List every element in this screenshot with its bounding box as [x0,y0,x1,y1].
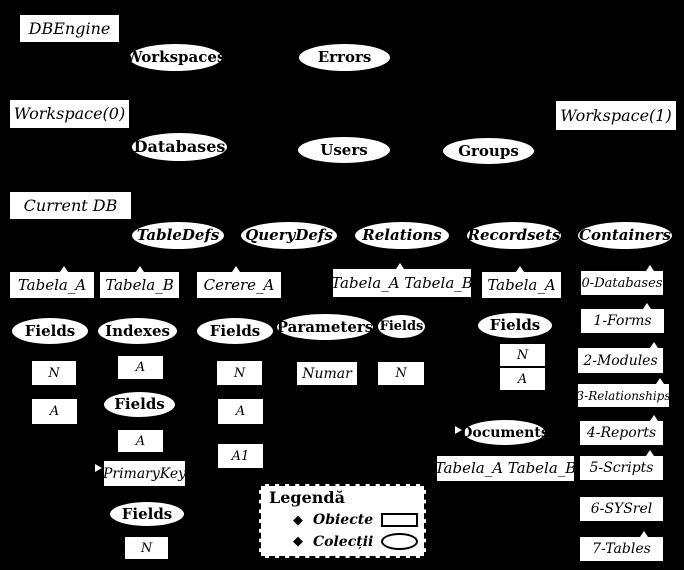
node-a1_ca: A1 [218,444,263,468]
node-c0: 0-Databases [581,271,663,295]
node-cerere_a: Cerere_A [197,272,281,298]
node-c3: 3-Relationships [577,384,671,407]
legend-title: Legendă [269,488,345,507]
node-a_ca: A [218,399,263,424]
node-tabela_ab_rs: Tabela_A Tabela_B [435,456,576,481]
arrowhead-icon [60,266,68,272]
node-pk: PrimaryKey [103,461,186,486]
node-fields_ca: Fields [197,318,273,344]
node-fields_rel: Fields [378,315,425,338]
arrowhead-icon [396,263,404,269]
node-recordsets: Recordsets [467,222,561,249]
arrowhead-icon [136,266,144,272]
node-containers: Containers [578,222,672,249]
node-n_ta: N [32,361,76,385]
node-users: Users [298,137,390,163]
node-tabledefs: TableDefs [132,222,224,249]
node-currentdb: Current DB [10,192,131,219]
node-tabela_b_t: Tabela_B [100,272,179,298]
node-groups: Groups [443,138,534,164]
arrowhead-icon [95,464,102,472]
node-n_pk: N [125,537,168,559]
node-fields_pk: Fields [110,502,184,526]
node-c6: 6-SYSrel [580,497,663,521]
node-a_idx: A [118,356,163,379]
legend-item-label: Colecții [313,533,374,550]
node-databases: Databases [132,133,227,161]
collection-shape-sample [381,533,418,550]
arrowhead-icon [643,303,651,309]
node-c4: 4-Reports [580,421,663,445]
legend-item-collections: ◆ Colecții [269,533,418,550]
legend: Legendă ◆ Obiecte ◆ Colecții [259,484,426,558]
node-n_rel: N [378,362,424,385]
legend-item-label: Obiecte [313,512,374,528]
arrowhead-icon [455,426,462,434]
arrowhead-icon [232,266,240,272]
node-n_ca: N [217,361,262,385]
arrowhead-icon [650,342,658,348]
node-fields_idx: Fields [104,392,175,417]
node-workspace1: Workspace(1) [556,101,676,130]
node-tabela_a_t: Tabela_A [10,272,94,298]
arrowhead-icon [646,265,654,271]
node-c1: 1-Forms [581,309,664,333]
node-workspaces: Workspaces [126,44,225,71]
node-a_rs: A [500,368,545,390]
node-c2: 2-Modules [578,348,663,373]
arrowhead-icon [640,531,648,537]
node-tabela_a_rs: Tabela_A [482,272,561,298]
node-numar: Numar [297,362,357,385]
node-errors: Errors [299,44,390,71]
node-c5: 5-Scripts [580,456,663,480]
legend-item-objects: ◆ Obiecte [269,512,418,528]
node-workspace0: Workspace(0) [10,100,129,128]
arrowhead-icon [650,415,658,421]
node-c7: 7-Tables [580,537,663,561]
diamond-bullet-icon: ◆ [293,512,303,528]
arrowhead-icon [656,378,664,384]
node-fields_ta: Fields [12,318,88,344]
node-querydefs: QueryDefs [241,222,337,249]
diamond-bullet-icon: ◆ [293,534,303,549]
node-n_rs: N [500,344,545,366]
node-fields_rs: Fields [478,313,552,338]
node-indexes: Indexes [98,318,177,344]
object-shape-sample [381,513,418,527]
node-documents: Documents [460,420,549,445]
arrowhead-icon [516,266,524,272]
node-relations: Relations [355,222,449,249]
node-parameters: Parameters [277,314,373,340]
arrowhead-icon [646,450,654,456]
node-a_ta: A [32,399,77,424]
node-a_idx2: A [118,430,163,452]
node-dbengine: DBEngine [20,15,119,42]
node-tabela_ab_rel: Tabela_A Tabela_B [331,269,473,297]
